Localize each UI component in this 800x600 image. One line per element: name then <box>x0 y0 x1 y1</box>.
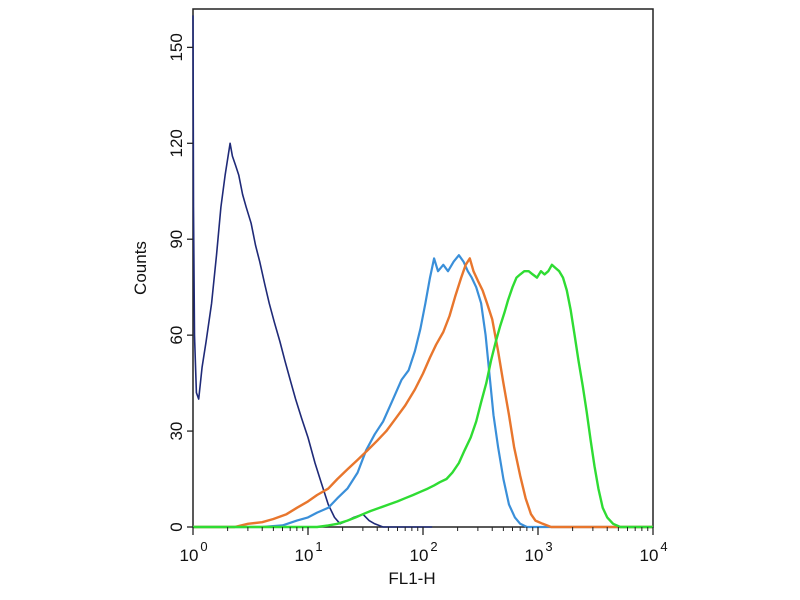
series-line-2 <box>193 254 653 529</box>
x-tick-label-exponent: 4 <box>660 539 667 554</box>
y-axis-title: Counts <box>131 241 150 295</box>
x-tick-label-exponent: 3 <box>545 539 552 554</box>
x-axis-title: FL1-H <box>388 569 435 588</box>
series-line-4 <box>193 263 653 529</box>
series-layer <box>192 15 653 529</box>
y-tick-label: 30 <box>167 422 186 441</box>
x-tick-label-exponent: 1 <box>315 539 322 554</box>
y-tick-label: 0 <box>167 522 186 531</box>
x-tick-label-exponent: 0 <box>200 539 207 554</box>
y-tick-label: 120 <box>167 129 186 157</box>
x-tick-label: 10 <box>295 546 314 565</box>
x-tick-label-exponent: 2 <box>430 539 437 554</box>
y-tick-label: 150 <box>167 33 186 61</box>
y-tick-label: 90 <box>167 230 186 249</box>
series-line-1 <box>192 15 433 528</box>
x-tick-label: 10 <box>180 546 199 565</box>
y-tick-label: 60 <box>167 326 186 345</box>
series-line-3 <box>193 257 653 529</box>
x-tick-label: 10 <box>640 546 659 565</box>
x-tick-label: 10 <box>410 546 429 565</box>
plot-frame <box>192 8 654 528</box>
x-tick-label: 10 <box>525 546 544 565</box>
